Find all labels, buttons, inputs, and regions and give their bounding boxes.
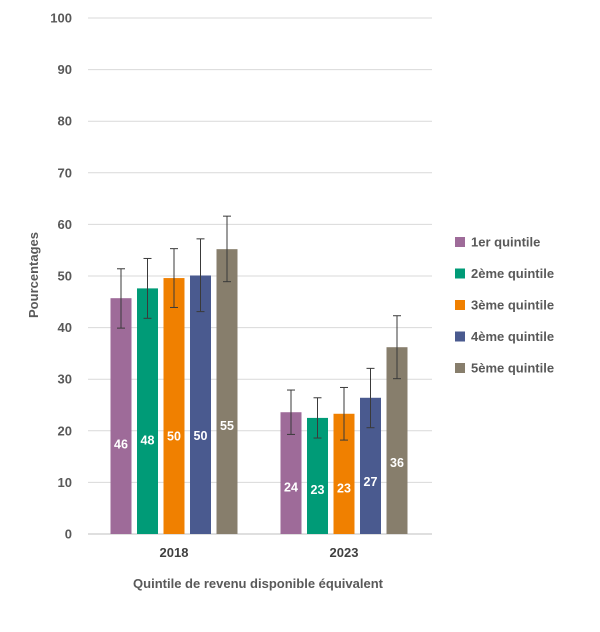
data-label: 27 [364,475,378,489]
legend-item: 2ème quintile [455,266,554,281]
data-label: 24 [284,481,298,495]
x-category-label: 2018 [160,545,189,560]
data-label: 36 [390,456,404,470]
error-bar [117,268,125,329]
y-tick-label: 60 [58,217,72,232]
data-labels: 46 48 50 50 55 24 23 23 27 36 [114,419,404,497]
y-tick-label: 90 [58,62,72,77]
y-tick-label: 80 [58,114,72,129]
legend-label: 1er quintile [471,235,540,250]
legend-item: 1er quintile [455,235,540,250]
bar-2023-4 [360,397,381,534]
data-label: 50 [194,429,208,443]
bar-2018-4 [190,275,211,534]
y-tick-labels: 0 10 20 30 40 50 60 70 80 90 100 [50,11,72,542]
data-label: 46 [114,437,128,451]
legend-swatch [455,268,465,279]
y-tick-label: 70 [58,165,72,180]
data-label: 50 [167,430,181,444]
legend-label: 4ème quintile [471,329,554,344]
bar-2018-2 [137,288,158,534]
data-label: 23 [337,481,351,495]
error-bar [313,397,322,439]
legend-swatch [455,331,465,342]
error-bar [393,315,401,380]
x-axis-title: Quintile de revenu disponible équivalent [133,576,384,591]
bars [110,249,408,534]
legend-swatch [455,300,465,310]
y-tick-label: 100 [50,11,72,26]
y-tick-label: 50 [58,269,72,284]
error-bars [117,215,401,441]
error-bar [366,367,375,429]
bar-2018-3 [163,278,185,534]
error-bar [143,257,152,319]
y-tick-label: 0 [65,527,72,542]
y-tick-label: 20 [58,423,72,438]
error-bar [340,386,348,441]
legend-swatch [455,363,465,373]
legend-item: 3ème quintile [455,298,554,313]
bar-2023-5 [386,347,408,534]
bar-2018-1 [110,298,132,534]
error-bar [223,215,231,283]
y-tick-label: 10 [58,475,72,490]
y-tick-label: 30 [58,372,72,387]
legend-label: 2ème quintile [471,266,554,281]
error-bar [196,238,205,313]
legend-swatch [455,237,465,247]
y-axis-title: Pourcentages [26,232,41,318]
x-category-labels: 2018 2023 [160,545,359,560]
bar-2023-1 [280,412,302,534]
legend-label: 3ème quintile [471,298,554,313]
data-label: 55 [220,419,234,433]
legend-item: 5ème quintile [455,361,554,376]
x-category-label: 2023 [330,545,359,560]
legend-label: 5ème quintile [471,361,554,376]
error-bar [170,248,178,308]
bar-2023-2 [307,417,328,534]
error-bar [287,389,295,435]
bar-2023-3 [333,413,355,534]
data-label: 23 [311,483,325,497]
legend-item: 4ème quintile [455,329,554,344]
y-tick-label: 40 [58,320,72,335]
bar-2018-5 [216,249,238,534]
legend: 1er quintile 2ème quintile 3ème quintile 4è… [455,235,554,376]
data-label: 48 [141,434,155,448]
